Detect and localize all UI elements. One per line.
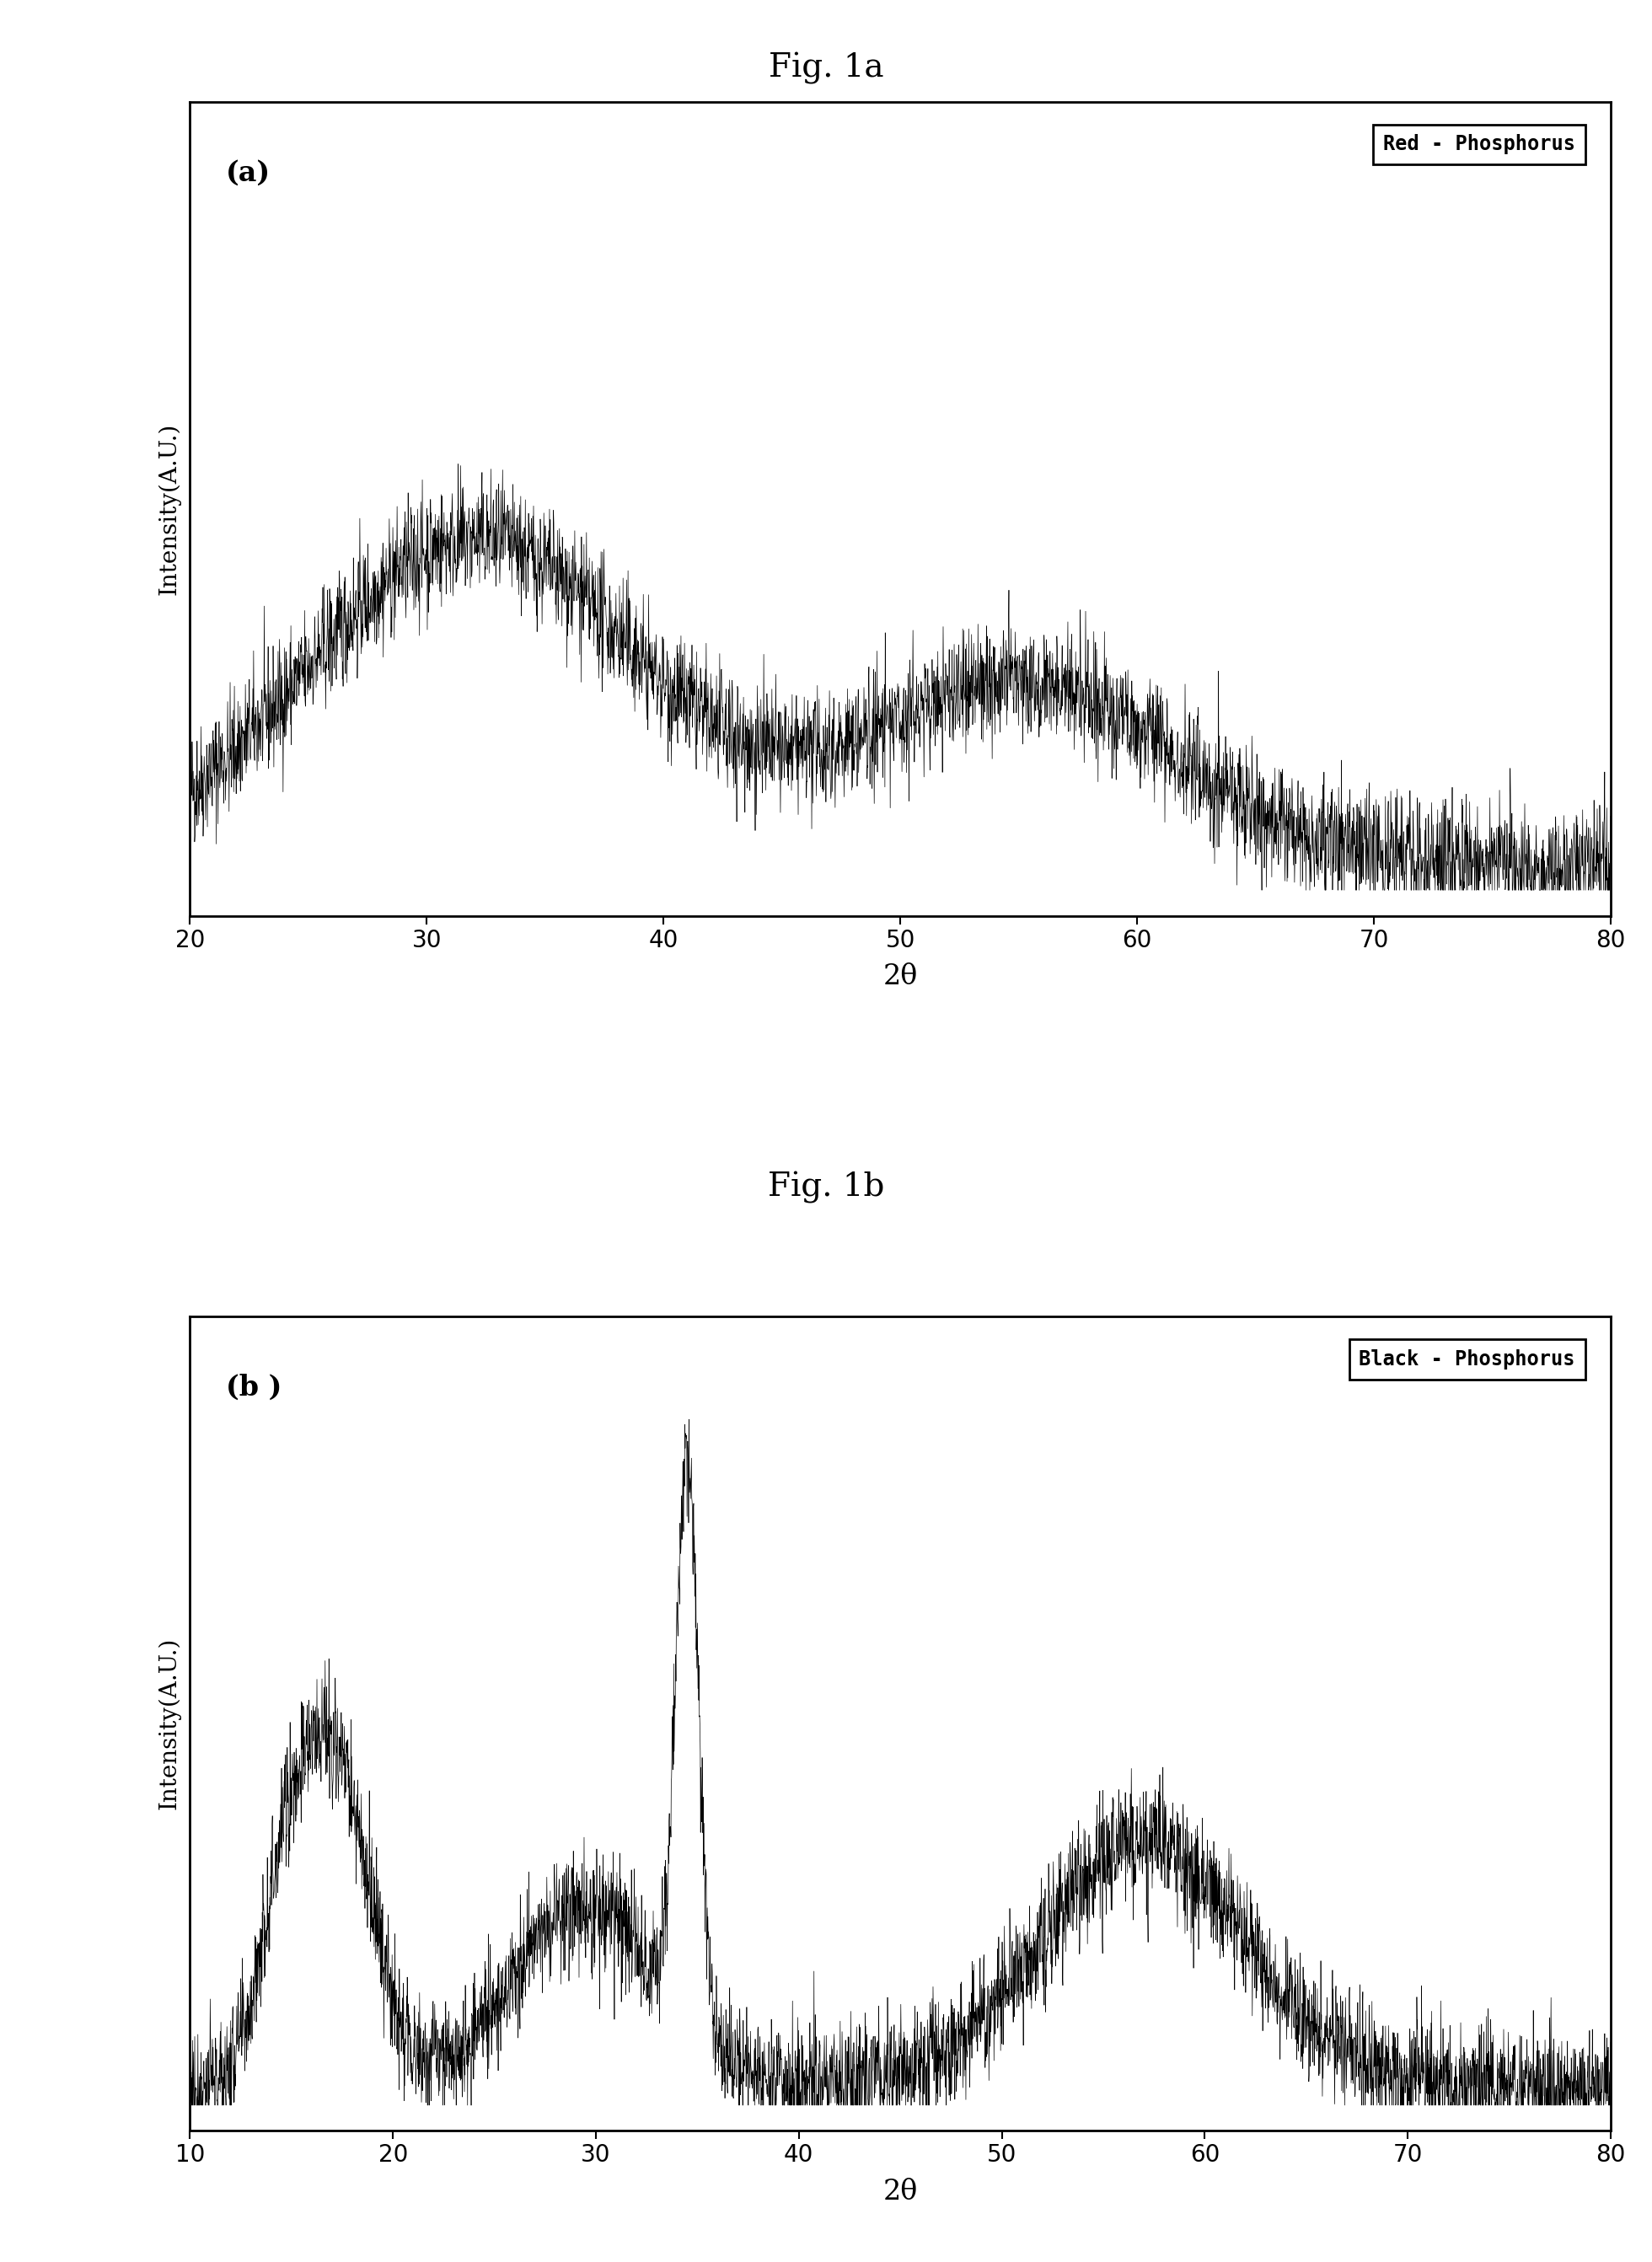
Text: (a): (a) [225,158,271,185]
Text: Black - Phosphorus: Black - Phosphorus [1360,1348,1574,1369]
X-axis label: 2θ: 2θ [882,2178,919,2205]
Text: Red - Phosphorus: Red - Phosphorus [1383,133,1574,154]
Y-axis label: Intensity(A.U.): Intensity(A.U.) [157,423,180,595]
Text: (b ): (b ) [225,1373,281,1400]
Text: Fig. 1b: Fig. 1b [768,1172,884,1203]
X-axis label: 2θ: 2θ [882,964,919,991]
Text: Fig. 1a: Fig. 1a [768,52,884,84]
Y-axis label: Intensity(A.U.): Intensity(A.U.) [157,1638,180,1810]
